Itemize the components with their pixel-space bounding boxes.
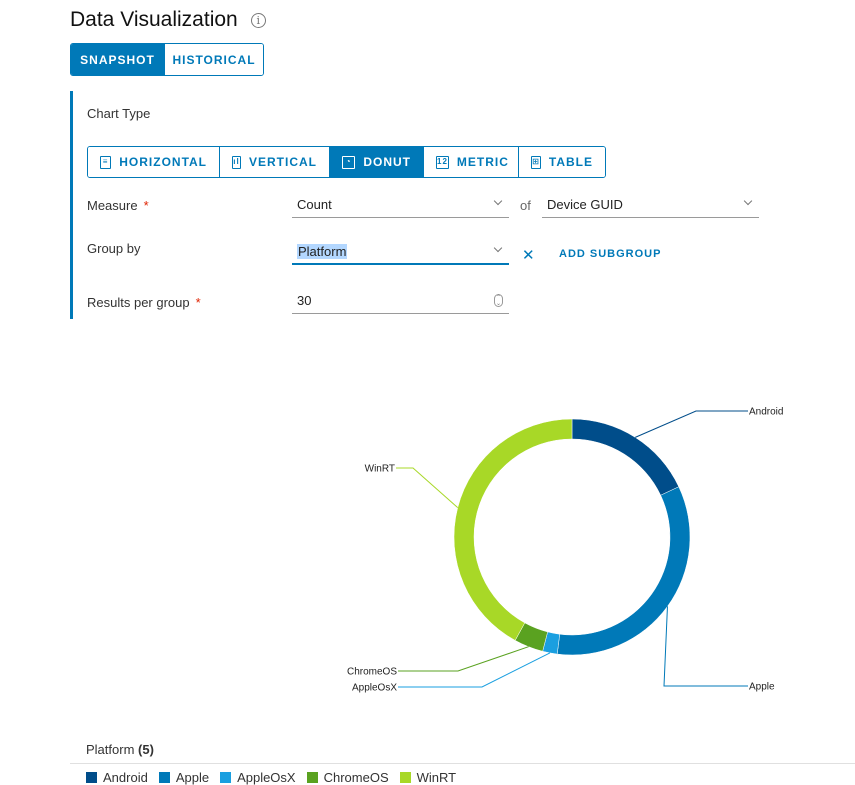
legend-label: Apple	[175, 770, 210, 785]
chart-type-donut-label: DONUT	[363, 155, 411, 169]
results-input[interactable]: 30 ⌃ ⌄	[292, 290, 509, 314]
leader-line-android	[635, 410, 748, 438]
metric-icon: 12	[436, 155, 449, 169]
slice-label-apple: Apple	[749, 682, 775, 693]
config-panel: Chart Type ≡ HORIZONTAL ıl VERTICAL ◔ DO…	[70, 91, 790, 319]
mode-toggle: SNAPSHOT HISTORICAL	[70, 43, 264, 76]
legend-swatch	[306, 772, 318, 783]
of-text: of	[520, 198, 531, 213]
legend-swatch	[220, 772, 232, 783]
donut-icon: ◔	[342, 155, 356, 169]
page-title-text: Data Visualization	[70, 8, 238, 31]
slice-label-chromeos: ChromeOS	[347, 667, 397, 678]
chart-type-group: ≡ HORIZONTAL ıl VERTICAL ◔ DONUT 12 METR…	[87, 146, 606, 178]
required-asterisk: *	[195, 295, 201, 310]
legend-label: AppleOsX	[237, 770, 296, 785]
results-label-text: Results per group	[87, 295, 190, 310]
chart-type-metric-button[interactable]: 12 METRIC	[423, 147, 518, 177]
chart-type-vertical-button[interactable]: ıl VERTICAL	[219, 147, 329, 177]
results-input-value: 30	[297, 293, 312, 308]
leader-line-chromeos	[398, 646, 529, 672]
required-asterisk: *	[143, 198, 149, 213]
tab-historical[interactable]: HISTORICAL	[164, 44, 263, 75]
chart-type-horizontal-label: HORIZONTAL	[119, 155, 207, 169]
legend-item-winrt[interactable]: WinRT	[399, 770, 457, 785]
leader-line-appleosx	[398, 652, 551, 688]
table-icon: ⊞	[531, 155, 541, 169]
legend-item-chromeos[interactable]: ChromeOS	[306, 770, 389, 785]
slice-label-android: Android	[749, 407, 783, 418]
chart-type-vertical-label: VERTICAL	[249, 155, 317, 169]
legend-item-appleosx[interactable]: AppleOsX	[220, 770, 296, 785]
legend-item-apple[interactable]: Apple	[158, 770, 210, 785]
donut-chart: Android Apple AppleOsX ChromeOS WinRT	[347, 407, 783, 694]
legend-label: WinRT	[416, 770, 457, 785]
legend-label: ChromeOS	[323, 770, 389, 785]
legend-title: Platform (5)	[86, 742, 154, 757]
donut-slice-winrt[interactable]	[453, 418, 573, 641]
close-icon[interactable]: ✕	[522, 247, 535, 264]
measure-label: Measure *	[87, 198, 149, 213]
tab-snapshot[interactable]: SNAPSHOT	[71, 44, 164, 75]
legend-label: Android	[103, 770, 148, 785]
results-label: Results per group *	[87, 295, 201, 310]
legend-swatch	[158, 772, 170, 783]
slice-label-winrt: WinRT	[365, 464, 395, 475]
page-title: Data Visualization i	[70, 8, 266, 32]
groupby-label: Group by	[87, 241, 141, 256]
donut-slices	[453, 418, 691, 656]
slice-label-appleosx: AppleOsX	[352, 683, 397, 694]
leader-line-apple	[663, 606, 748, 687]
measure-select[interactable]: Count	[292, 194, 509, 218]
donut-slice-apple[interactable]	[556, 486, 691, 656]
legend-swatch	[86, 772, 97, 783]
groupby-select[interactable]: Platform	[292, 241, 509, 265]
chart-type-donut-button[interactable]: ◔ DONUT	[329, 147, 423, 177]
leader-line-winrt	[396, 467, 459, 509]
donut-leaders: Android Apple AppleOsX ChromeOS WinRT	[347, 407, 783, 694]
stepper-icon[interactable]: ⌃ ⌄	[494, 294, 503, 307]
chart-type-label: Chart Type	[87, 106, 151, 121]
divider	[70, 763, 855, 764]
legend-count: (5)	[138, 742, 154, 757]
legend-title-text: Platform	[86, 742, 135, 757]
chart-type-metric-label: METRIC	[456, 155, 509, 169]
add-subgroup-button[interactable]: ADD SUBGROUP	[559, 248, 662, 260]
donut-slice-android[interactable]	[571, 418, 680, 496]
field-select[interactable]: Device GUID	[542, 194, 759, 218]
field-select-value: Device GUID	[547, 197, 623, 212]
vertical-bar-icon: ıl	[232, 155, 241, 169]
measure-label-text: Measure	[87, 198, 138, 213]
info-icon[interactable]: i	[250, 12, 266, 28]
chart-type-horizontal-button[interactable]: ≡ HORIZONTAL	[88, 147, 219, 177]
groupby-select-value: Platform	[297, 244, 348, 259]
legend-swatch	[399, 772, 411, 783]
chart-legend: Android Apple AppleOsX ChromeOS WinRT	[86, 770, 467, 785]
chart-type-table-button[interactable]: ⊞ TABLE	[518, 147, 605, 177]
legend-item-android[interactable]: Android	[86, 770, 148, 785]
horizontal-bar-icon: ≡	[100, 155, 112, 169]
measure-select-value: Count	[297, 197, 332, 212]
chart-type-table-label: TABLE	[548, 155, 593, 169]
